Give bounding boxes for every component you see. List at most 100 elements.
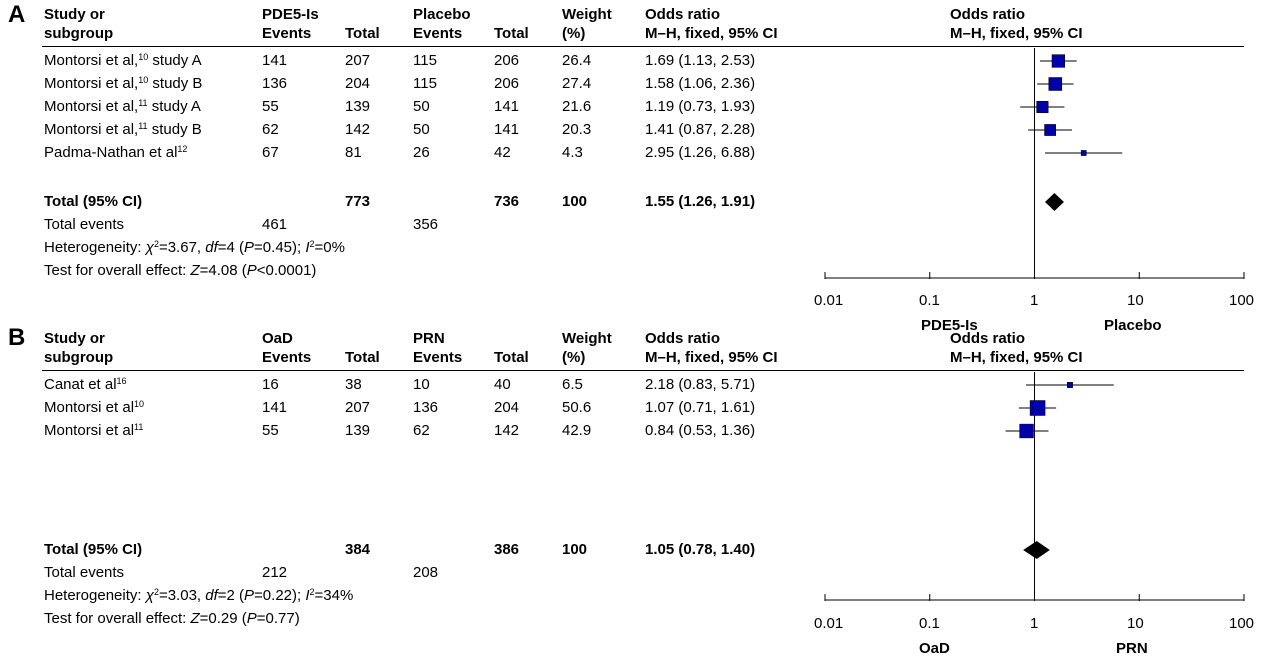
total-2: 142 (494, 422, 520, 439)
pooled-estimate-diamond (1045, 193, 1064, 211)
total-1: 204 (345, 75, 371, 92)
favours-right-label: PRN (1116, 640, 1148, 657)
odds-ratio-text: 2.95 (1.26, 6.88) (645, 144, 756, 161)
study-name: Montorsi et al,10 study A (44, 52, 202, 69)
study-estimate-square (1019, 423, 1034, 439)
header-or-plot: M–H, fixed, 95% CI (950, 349, 1083, 366)
header-events: Events (413, 349, 463, 366)
events-1: 62 (262, 121, 279, 138)
events-1: 16 (262, 376, 279, 393)
study-estimate-square (1044, 124, 1056, 136)
header-events: Events (262, 25, 312, 42)
header-weight: Weight (562, 330, 612, 347)
events-2: 115 (413, 52, 437, 69)
total-events-1: 212 (262, 564, 288, 581)
heterogeneity-text: Heterogeneity: χ2=3.67, df=4 (P=0.45); I… (44, 239, 345, 256)
header-group1: OaD (262, 330, 293, 347)
events-1: 55 (262, 98, 279, 115)
events-1: 67 (262, 144, 279, 161)
header-or-text: Odds ratio (645, 6, 721, 23)
study-estimate-square (1048, 77, 1063, 91)
study-estimate-square (1036, 100, 1049, 114)
study-estimate-square (1029, 400, 1046, 416)
forest-plot-panel-a: A Study or subgroup PDE5-Is Events Total… (8, 1, 1255, 335)
total-1: 207 (345, 399, 371, 416)
tick-label: 1 (1030, 292, 1039, 309)
header-or-plot: Odds ratio (950, 6, 1026, 23)
tick-label: 10 (1127, 292, 1144, 309)
header-group2: PRN (413, 330, 445, 347)
events-2: 136 (413, 399, 439, 416)
header-study: Study or (44, 6, 105, 23)
study-estimate-square (1080, 150, 1087, 156)
study-name: Montorsi et al11 (44, 422, 144, 439)
header-group2: Placebo (413, 6, 471, 23)
odds-ratio-text: 1.19 (0.73, 1.93) (645, 98, 756, 115)
tick-label: 100 (1229, 615, 1255, 632)
tick-label: 0.01 (814, 292, 844, 309)
forest-plot-a (824, 48, 1245, 279)
total-1: 384 (345, 541, 371, 558)
events-2: 62 (413, 422, 430, 439)
header-weight: (%) (562, 25, 586, 42)
total-label: Total (95% CI) (44, 193, 143, 210)
total-events-2: 356 (413, 216, 439, 233)
study-name: Montorsi et al,10 study B (44, 75, 203, 92)
total-label: Total (95% CI) (44, 541, 143, 558)
header-rule (42, 370, 1244, 371)
total-1: 773 (345, 193, 371, 210)
events-2: 50 (413, 98, 430, 115)
panel-label: A (8, 1, 26, 28)
tick-label: 10 (1127, 615, 1144, 632)
total-2: 206 (494, 75, 520, 92)
total-2: 40 (494, 376, 511, 393)
total-weight: 100 (562, 541, 588, 558)
header-events: Events (262, 349, 312, 366)
odds-ratio-text: 1.07 (0.71, 1.61) (645, 399, 756, 416)
total-1: 207 (345, 52, 371, 69)
total-2: 736 (494, 193, 520, 210)
total-1: 142 (345, 121, 371, 138)
total-2: 204 (494, 399, 520, 416)
events-2: 10 (413, 376, 430, 393)
total-2: 42 (494, 144, 511, 161)
events-1: 55 (262, 422, 279, 439)
events-2: 26 (413, 144, 430, 161)
weight: 6.5 (562, 376, 583, 393)
forest-plot-b (824, 372, 1245, 601)
weight: 42.9 (562, 422, 592, 439)
header-rule (42, 46, 1244, 47)
pooled-estimate-diamond (1023, 541, 1050, 559)
total-events-2: 208 (413, 564, 439, 581)
header-events: Events (413, 25, 463, 42)
total-events-1: 461 (262, 216, 288, 233)
tick-label: 0.1 (919, 292, 940, 309)
header-or-text: Odds ratio (645, 330, 721, 347)
header-weight: Weight (562, 6, 612, 23)
favours-right-label: Placebo (1104, 317, 1162, 334)
tick-label: 0.1 (919, 615, 940, 632)
header-total: Total (345, 349, 380, 366)
forest-plot-panel-b: B Study or subgroup OaD Events Total PRN… (0, 325, 1268, 662)
total-1: 139 (345, 98, 371, 115)
study-name: Montorsi et al10 (44, 399, 145, 416)
events-1: 136 (262, 75, 288, 92)
weight: 27.4 (562, 75, 592, 92)
total-1: 38 (345, 376, 362, 393)
header-or-plot: Odds ratio (950, 330, 1026, 347)
weight: 50.6 (562, 399, 592, 416)
tick-label: 100 (1229, 292, 1255, 309)
header-or-text: M–H, fixed, 95% CI (645, 25, 778, 42)
study-name: Montorsi et al,11 study A (44, 98, 201, 115)
total-weight: 100 (562, 193, 588, 210)
events-1: 141 (262, 399, 288, 416)
odds-ratio-text: 0.84 (0.53, 1.36) (645, 422, 756, 439)
weight: 4.3 (562, 144, 583, 161)
study-name: Padma-Nathan et al12 (44, 144, 188, 161)
tick-label: 1 (1030, 615, 1039, 632)
weight: 20.3 (562, 121, 592, 138)
total-2: 386 (494, 541, 520, 558)
heterogeneity-text: Heterogeneity: χ2=3.03, df=2 (P=0.22); I… (44, 587, 354, 604)
odds-ratio-text: 1.69 (1.13, 2.53) (645, 52, 756, 69)
total-2: 206 (494, 52, 520, 69)
